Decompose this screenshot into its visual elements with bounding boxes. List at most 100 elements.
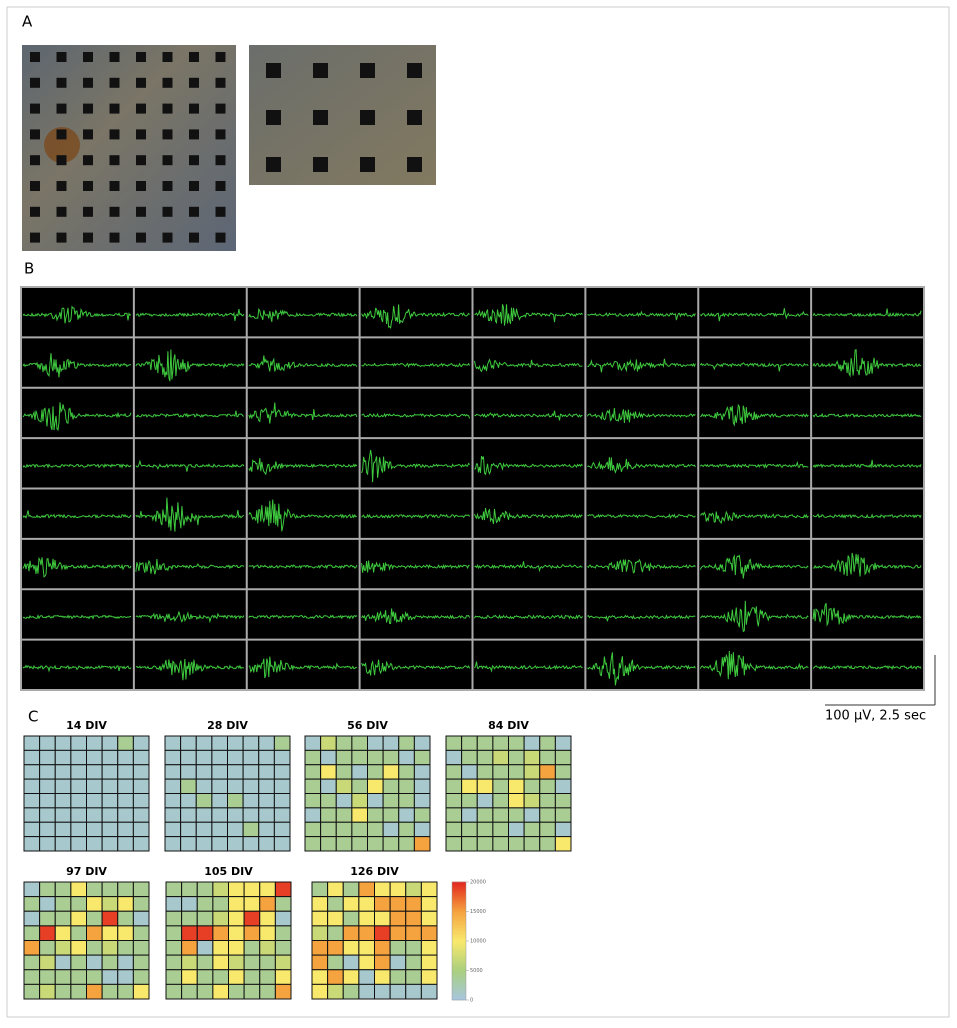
- heatmap-cell: [101, 821, 119, 838]
- trace: [248, 402, 358, 424]
- heatmap-cell: [374, 910, 391, 927]
- electrode: [109, 103, 120, 114]
- heatmap-cell: [70, 910, 87, 927]
- heatmap-cell: [398, 821, 415, 838]
- heatmap-cell: [132, 983, 150, 1000]
- heatmap-cell: [70, 764, 87, 780]
- colorbar-step: [452, 897, 466, 900]
- colorbar-step: [452, 928, 466, 932]
- heatmap-cell: [358, 969, 375, 985]
- heatmap-cell: [86, 896, 103, 912]
- heatmap-cell: [70, 940, 87, 956]
- heatmap-cell: [101, 764, 119, 780]
- heatmap-cell: [181, 881, 198, 898]
- heatmap-cell: [211, 793, 228, 809]
- heatmap-cell: [181, 954, 198, 971]
- panel-label: A: [22, 13, 33, 31]
- heatmap-cell: [180, 749, 197, 766]
- colorbar-step: [452, 893, 466, 897]
- heatmap-cell: [180, 735, 197, 751]
- trace: [361, 362, 471, 369]
- panel-label: B: [24, 260, 34, 278]
- heatmap-cell: [405, 983, 422, 1000]
- trace: [361, 304, 470, 329]
- heatmap-cell: [117, 749, 134, 766]
- heatmap-cell: [70, 969, 87, 985]
- trace: [135, 459, 245, 472]
- heatmap-cell: [242, 778, 260, 794]
- heatmap-cell: [117, 764, 134, 780]
- heatmap-cell: [358, 925, 375, 941]
- heatmap-cell: [382, 793, 400, 809]
- heatmap-cell: [164, 821, 182, 838]
- heatmap-cell: [54, 881, 72, 898]
- trace: [248, 564, 358, 570]
- heatmap-cell: [101, 954, 119, 971]
- heatmap-cell: [389, 940, 407, 956]
- trace: [474, 455, 583, 476]
- heatmap-cell: [327, 881, 344, 898]
- heatmap-cell: [476, 807, 494, 823]
- heatmap-cell: [228, 940, 245, 956]
- heatmap-cell: [180, 793, 197, 809]
- heatmap-cell: [86, 881, 103, 898]
- heatmap-cell: [228, 969, 245, 985]
- heatmap-cell: [181, 940, 198, 956]
- heatmap-cell: [304, 735, 322, 751]
- colorbar-step: [452, 934, 466, 938]
- colorbar-step: [452, 940, 466, 944]
- electrode: [136, 77, 146, 88]
- colorbar-step: [452, 962, 466, 965]
- heatmap-cell: [311, 896, 329, 912]
- heatmap-cell: [476, 821, 494, 838]
- electrode: [136, 155, 146, 166]
- heatmap-cell: [86, 940, 103, 956]
- electrode: [189, 129, 199, 140]
- trace: [248, 614, 358, 620]
- heatmap-cell: [342, 969, 360, 985]
- heatmap-cell: [86, 807, 103, 823]
- electrode: [162, 52, 173, 62]
- colorbar-step: [452, 938, 466, 942]
- colorbar-step: [452, 989, 466, 993]
- heatmap-cell: [227, 749, 244, 766]
- heatmap-cell: [367, 807, 384, 823]
- heatmap-cell: [367, 764, 384, 780]
- electrode: [30, 232, 40, 243]
- colorbar-step: [452, 926, 466, 930]
- colorbar-step: [452, 970, 466, 973]
- heatmap-cell: [196, 954, 214, 971]
- trace: [812, 602, 922, 627]
- heatmap-cell: [420, 983, 438, 1000]
- colorbar-step: [452, 942, 466, 946]
- electrode: [109, 155, 120, 166]
- electrode: [360, 63, 375, 78]
- heatmap-cell: [445, 735, 463, 751]
- colorbar-step: [452, 883, 466, 887]
- trace: [135, 658, 244, 681]
- heatmap-cell: [492, 793, 509, 809]
- heatmap-cell: [259, 896, 276, 912]
- heatmap-cell: [54, 735, 72, 751]
- heatmap-cell: [195, 836, 213, 852]
- electrode: [109, 181, 120, 191]
- trace: [587, 513, 696, 519]
- heatmap-cell: [351, 735, 368, 751]
- heatmap-cell: [398, 735, 415, 751]
- heatmap-cell: [132, 793, 150, 809]
- heatmap-cell: [195, 793, 213, 809]
- heatmap-cell: [476, 764, 494, 780]
- heatmap-cell: [413, 836, 431, 852]
- heatmap-cell: [132, 940, 150, 956]
- heatmap-cell: [211, 836, 228, 852]
- heatmap-cell: [117, 925, 134, 941]
- heatmap-cell: [117, 969, 134, 985]
- colorbar-step: [452, 885, 466, 889]
- trace: [248, 656, 357, 679]
- trace: [587, 310, 696, 321]
- heatmap-cell: [320, 807, 337, 823]
- electrode: [30, 155, 40, 166]
- trace: [699, 308, 809, 322]
- heatmap-cell: [508, 836, 525, 852]
- heatmap-title: 105 DIV: [204, 865, 253, 878]
